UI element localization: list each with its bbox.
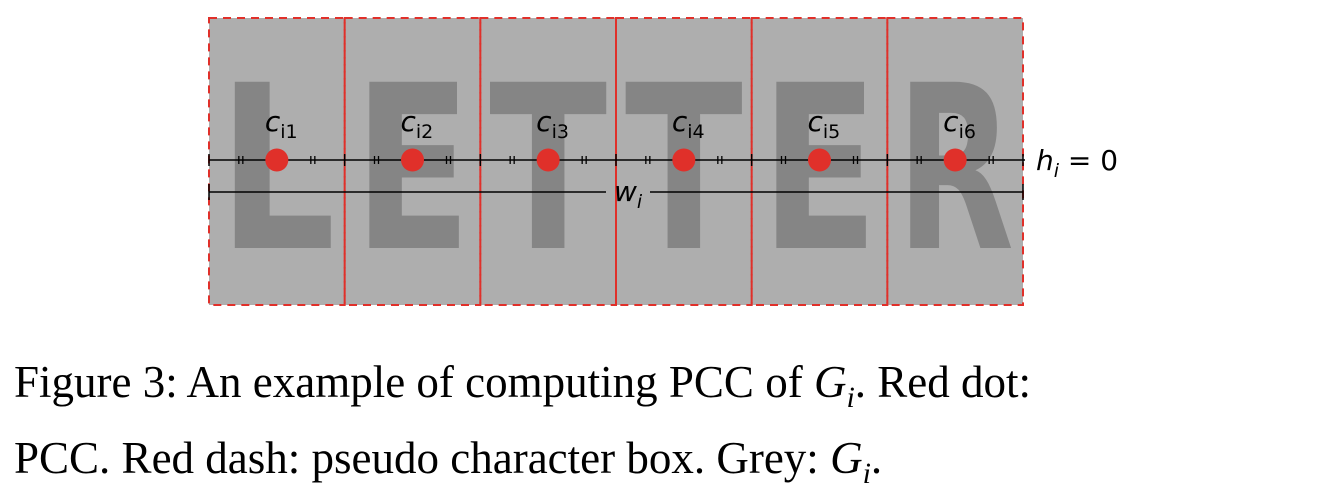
center-label: ci4 xyxy=(672,105,705,143)
pcc-dot xyxy=(808,148,831,172)
center-label: ci5 xyxy=(808,105,841,143)
caption-math-g: Gi xyxy=(813,357,855,414)
caption-line-1: Figure 3: An example of computing PCC of… xyxy=(14,352,1314,428)
height-label: hi = 0 xyxy=(1036,144,1118,182)
caption-text: PCC. Red dash: pseudo character box. Gre… xyxy=(14,433,831,483)
center-label: ci6 xyxy=(943,105,976,143)
center-labels: ci1 ci2 ci3 ci4 ci5 ci6 xyxy=(265,105,976,143)
figure-caption: Figure 3: An example of computing PCC of… xyxy=(14,352,1314,504)
caption-math-g: Gi xyxy=(830,433,871,490)
pcc-dot xyxy=(536,148,560,172)
caption-text: . xyxy=(870,433,883,483)
pcc-dot xyxy=(672,148,696,172)
caption-text: Figure 3: An example of computing PCC of xyxy=(14,357,814,407)
center-label: ci1 xyxy=(265,105,298,143)
pcc-dots xyxy=(265,148,967,172)
pcc-dot xyxy=(401,148,424,172)
dimension-annotations: wi hi = 0 xyxy=(208,144,1118,213)
pcc-dot xyxy=(265,148,289,172)
center-label: ci3 xyxy=(536,105,569,143)
center-line-group xyxy=(208,154,1025,166)
caption-text: . Red dot: xyxy=(854,357,1032,407)
pcc-dot xyxy=(943,148,967,172)
center-label: ci2 xyxy=(401,105,434,143)
width-label: wi xyxy=(614,175,643,213)
caption-line-2: PCC. Red dash: pseudo character box. Gre… xyxy=(14,428,1314,504)
